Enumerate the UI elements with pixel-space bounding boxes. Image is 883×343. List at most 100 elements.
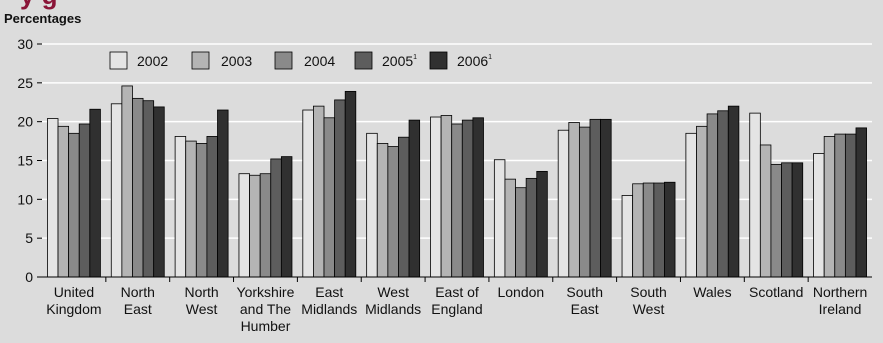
bar-2003 xyxy=(696,125,708,278)
bar-2004 xyxy=(132,97,144,278)
bar-2005 xyxy=(781,162,793,278)
legend-label-2005: 20051 xyxy=(382,53,417,69)
bar-2002 xyxy=(110,103,123,278)
bar-2006 xyxy=(153,106,165,278)
x-category-label: South West xyxy=(630,284,667,317)
legend-label-2004: 2004 xyxy=(304,53,335,69)
bar-2003 xyxy=(249,174,261,278)
bar-2005 xyxy=(589,118,601,278)
x-category-label: North East xyxy=(121,284,155,317)
legend-swatch-2002 xyxy=(109,51,128,70)
legend-label-2002: 2002 xyxy=(137,53,168,69)
legend: 2002 2003 2004 20051 20061 xyxy=(109,51,492,70)
y-axis-ticks: 0 5 10 15 20 25 30 xyxy=(17,36,42,285)
bar-2006 xyxy=(89,108,101,278)
bar-2003 xyxy=(57,125,70,278)
bar-2006 xyxy=(855,127,867,278)
bar-2004 xyxy=(323,117,336,278)
bar-2006 xyxy=(280,156,293,278)
bar-2003 xyxy=(504,178,516,278)
x-category-label: Scotland xyxy=(749,284,803,300)
bar-2003 xyxy=(121,85,133,278)
bar-2006 xyxy=(344,90,357,278)
y-tick-label: 10 xyxy=(17,191,33,207)
bar-2004 xyxy=(259,173,272,278)
x-category-label: Northern Ireland xyxy=(813,284,867,317)
y-tick-label: 20 xyxy=(17,114,33,130)
x-category-label: South East xyxy=(566,284,603,317)
bar-2002 xyxy=(366,132,378,278)
bar-2006 xyxy=(217,109,229,278)
bar-2004 xyxy=(68,132,80,278)
bar-2003 xyxy=(823,136,836,278)
bar-2003 xyxy=(568,122,580,278)
bar-2002 xyxy=(749,112,761,278)
x-category-label: United Kingdom xyxy=(46,284,101,317)
bars xyxy=(47,85,867,278)
x-category-label: East of England xyxy=(431,284,482,317)
legend-label-2003: 2003 xyxy=(221,53,252,69)
y-tick-label: 0 xyxy=(25,269,33,285)
bar-2002 xyxy=(557,129,570,278)
bar-2006 xyxy=(664,181,676,278)
y-tick-label: 5 xyxy=(25,230,33,246)
legend-swatch-2004 xyxy=(274,51,293,70)
chart-title-fragment: y g xyxy=(20,0,58,10)
bar-2003 xyxy=(185,140,197,278)
y-axis-label: Percentages xyxy=(4,11,81,26)
bar-2002 xyxy=(430,116,442,278)
bar-2005 xyxy=(653,182,665,278)
bar-2005 xyxy=(398,136,410,278)
x-category-label: North West xyxy=(184,284,218,317)
bar-2002 xyxy=(47,118,59,278)
bar-2004 xyxy=(770,163,782,278)
bar-2003 xyxy=(376,143,389,278)
bar-2006 xyxy=(472,117,484,278)
bar-2005 xyxy=(206,136,218,278)
bar-2003 xyxy=(759,144,772,278)
bar-2002 xyxy=(238,173,250,278)
bar-2002 xyxy=(493,159,506,278)
bar-2004 xyxy=(387,146,399,278)
bar-2005 xyxy=(334,99,346,278)
bar-2006 xyxy=(791,162,804,278)
legend-swatch-2003 xyxy=(191,51,210,70)
bar-2005 xyxy=(142,100,155,278)
bar-2002 xyxy=(813,153,825,278)
bar-2004 xyxy=(706,113,719,278)
x-category-label: Yorkshire and The Humber xyxy=(237,284,295,334)
bar-2004 xyxy=(515,187,527,278)
x-category-label: London xyxy=(497,284,544,300)
bar-2003 xyxy=(313,105,325,278)
bar-2005 xyxy=(461,119,474,278)
legend-swatch-2006 xyxy=(429,51,448,70)
y-tick-label: 15 xyxy=(17,153,33,169)
bar-2002 xyxy=(621,195,634,278)
bar-2004 xyxy=(834,133,846,278)
legend-label-2006: 20061 xyxy=(457,53,492,69)
bar-2006 xyxy=(536,170,548,278)
bar-2002 xyxy=(685,132,697,278)
bar-2006 xyxy=(600,118,612,278)
x-category-label: Wales xyxy=(693,284,731,300)
bar-2006 xyxy=(727,105,740,278)
legend-swatch-2005 xyxy=(354,51,373,70)
bar-2003 xyxy=(440,115,453,278)
bar-2003 xyxy=(632,183,644,278)
bar-2005 xyxy=(717,110,729,278)
bar-2002 xyxy=(174,136,187,278)
bar-2005 xyxy=(525,177,538,278)
x-axis-categories: United Kingdom North East North West Yorkshire… xyxy=(46,277,867,334)
bar-2005 xyxy=(844,133,857,278)
bar-2004 xyxy=(451,123,463,278)
bar-2005 xyxy=(270,158,282,278)
y-tick-label: 30 xyxy=(17,36,33,52)
bar-2004 xyxy=(578,126,591,278)
bar-2005 xyxy=(78,123,91,278)
x-category-label: West Midlands xyxy=(365,284,421,317)
y-tick-label: 25 xyxy=(17,75,33,91)
bar-2004 xyxy=(195,143,208,278)
bar-2006 xyxy=(408,119,421,278)
x-category-label: East Midlands xyxy=(301,284,357,317)
